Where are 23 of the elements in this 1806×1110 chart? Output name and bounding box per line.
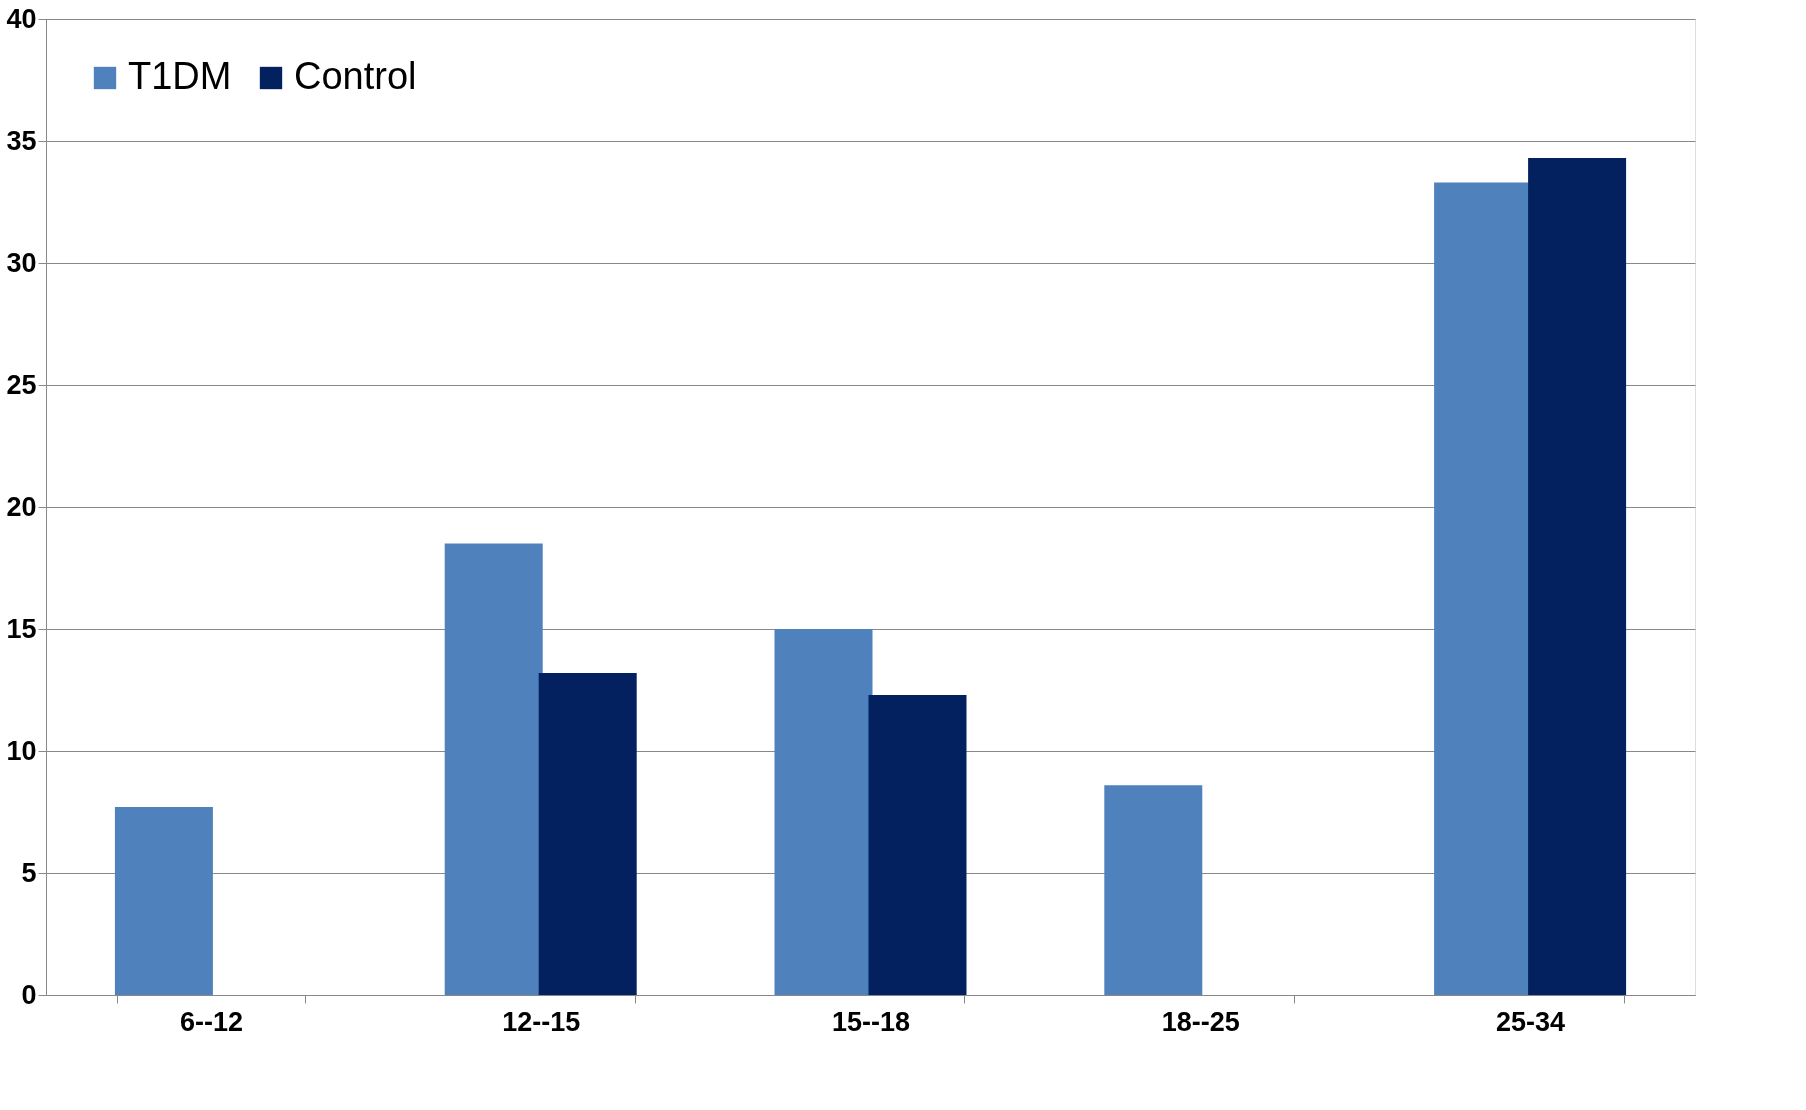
x-tick-label: 25-34 [1496, 1006, 1566, 1037]
bar [774, 629, 873, 995]
bar [868, 694, 967, 995]
y-tick-label: 20 [6, 491, 37, 522]
y-tick-label: 10 [6, 735, 37, 766]
y-tick-label: 35 [6, 125, 37, 156]
legend-label: T1DM [128, 55, 232, 97]
bar [114, 807, 213, 995]
x-tick-label: 15--18 [831, 1006, 911, 1037]
bar [1528, 158, 1627, 995]
y-tick-label: 30 [6, 247, 37, 278]
y-tick-label: 15 [6, 613, 37, 644]
bar [1104, 785, 1203, 995]
x-tick-label: 18--25 [1161, 1006, 1240, 1037]
y-tick-label: 5 [21, 857, 37, 888]
y-tick-label: 25 [6, 369, 37, 400]
y-tick-label: 0 [21, 979, 37, 1010]
legend-label: Control [294, 55, 417, 97]
bar [444, 543, 543, 995]
bar [538, 672, 637, 995]
x-tick-label: 12--15 [502, 1006, 581, 1037]
x-tick-label: 6--12 [179, 1006, 243, 1037]
y-tick-label: 40 [6, 3, 37, 34]
